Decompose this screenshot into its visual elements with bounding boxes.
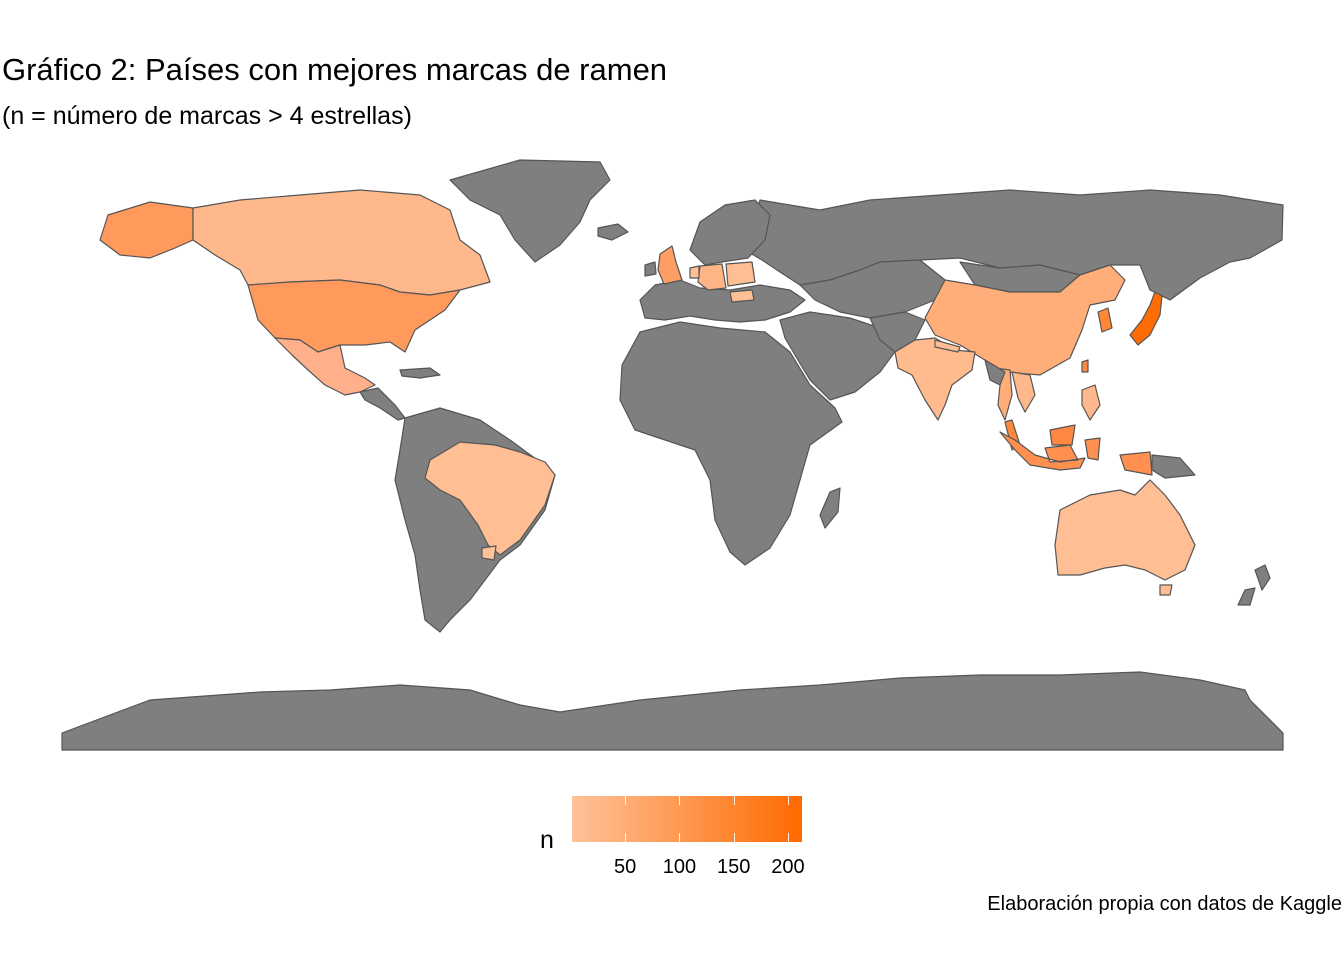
chart-title: Gráfico 2: Países con mejores marcas de … <box>2 52 668 87</box>
region-middle-east <box>779 311 901 401</box>
region-india <box>894 337 976 421</box>
chart-caption: Elaboración propia con datos de Kaggle <box>987 893 1342 915</box>
region-iceland <box>597 223 629 241</box>
region-canada <box>192 189 491 296</box>
region-madagascar <box>819 487 841 529</box>
region-netherlands <box>689 265 700 279</box>
region-taiwan <box>1081 359 1089 373</box>
region-hungary <box>729 289 755 303</box>
region-papua-new-guinea <box>1151 454 1196 479</box>
region-germany <box>697 263 727 291</box>
legend-color-bar <box>572 796 802 842</box>
region-africa <box>619 321 843 566</box>
region-greenland <box>449 159 611 263</box>
legend-tick-mark <box>733 796 735 842</box>
legend-tick-mark <box>625 796 627 842</box>
legend-tick-label: 200 <box>771 856 805 878</box>
region-uk <box>657 245 683 285</box>
region-europe <box>639 279 806 323</box>
region-brazil <box>424 441 556 556</box>
region-scandinavia <box>689 199 771 266</box>
region-poland <box>725 261 756 287</box>
chart-subtitle: (n = número de marcas > 4 estrellas) <box>2 102 412 130</box>
legend-tick-label: 50 <box>614 856 637 878</box>
region-new-zealand <box>1237 564 1271 606</box>
region-vietnam <box>1011 371 1036 413</box>
legend-tick-mark <box>679 796 681 842</box>
region-ireland <box>644 261 657 277</box>
region-indochina <box>984 359 1006 386</box>
region-china <box>924 264 1126 376</box>
legend-tick-mark <box>787 796 789 842</box>
region-central-america <box>359 387 406 421</box>
region-nepal <box>934 339 961 353</box>
region-caribbean <box>399 367 441 379</box>
region-uruguay <box>481 545 497 561</box>
region-south-korea <box>1097 307 1113 333</box>
region-australia <box>1054 479 1196 581</box>
region-philippines <box>1081 384 1101 421</box>
region-antarctica <box>61 671 1284 751</box>
region-alaska <box>99 201 194 259</box>
legend-tick-label: 100 <box>662 856 697 878</box>
legend-tick-label: 150 <box>716 856 751 878</box>
region-indonesia <box>999 431 1153 476</box>
region-mexico <box>274 337 376 396</box>
region-tasmania <box>1159 584 1173 596</box>
region-japan <box>1129 291 1163 346</box>
legend-title: n <box>540 826 554 854</box>
